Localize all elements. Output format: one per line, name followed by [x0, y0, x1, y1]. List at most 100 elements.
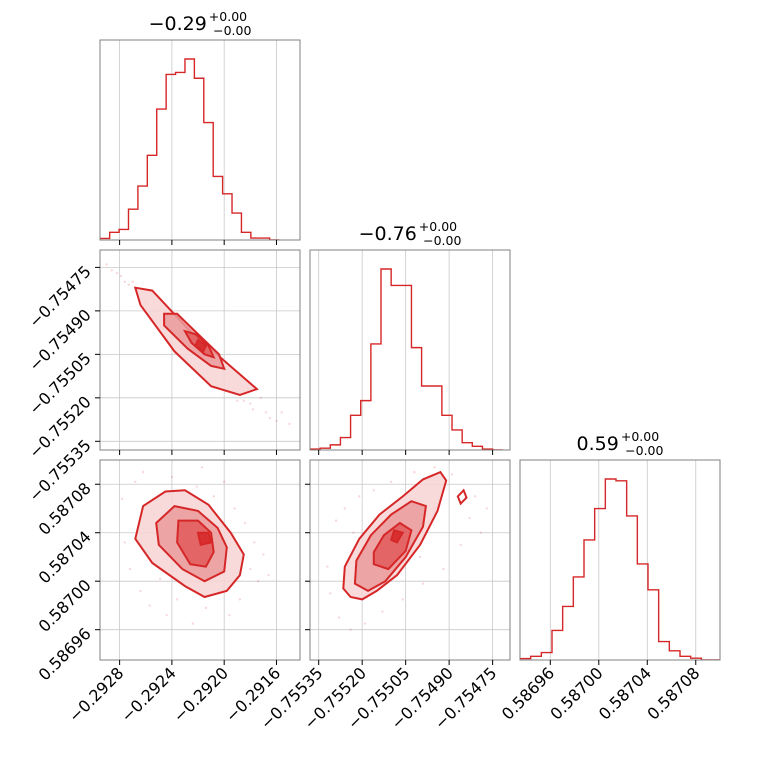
sample-point [413, 470, 416, 474]
sample-point [200, 466, 204, 469]
sample-point [421, 582, 425, 585]
histogram-bar [627, 516, 638, 660]
histogram-panel-param-1 [309, 249, 511, 455]
title-lower-error: −0.00 [213, 23, 251, 38]
sample-point [459, 543, 462, 547]
histogram-bar [176, 72, 185, 240]
contour-level-5 [456, 488, 468, 506]
histogram-bar [391, 285, 401, 450]
sample-point [238, 598, 242, 601]
histogram-bar [340, 438, 350, 450]
gridlines [549, 460, 697, 660]
sample-point [329, 592, 332, 595]
histogram-bar [552, 630, 563, 660]
histogram [100, 58, 280, 240]
title-upper-error: +0.00 [419, 219, 457, 234]
sample-point [115, 271, 119, 275]
sample-point [474, 495, 477, 498]
sample-point [468, 516, 471, 520]
sample-point [450, 473, 454, 476]
sample-point [110, 269, 113, 272]
x-tick-label: 0.58700 [546, 663, 606, 723]
histogram-bar [204, 123, 213, 240]
sample-point [433, 466, 436, 469]
sample-point [195, 485, 198, 488]
histogram-bar [232, 213, 241, 240]
sample-point [352, 531, 355, 534]
sample-point [148, 604, 151, 607]
sample-point [158, 577, 162, 580]
contour-level-4 [196, 531, 213, 547]
histogram [520, 478, 720, 660]
histogram-outline [310, 268, 503, 450]
histogram-bar [442, 415, 452, 450]
sample-point [389, 480, 393, 484]
histogram-bar [157, 109, 166, 240]
sample-point [363, 622, 367, 625]
histogram-panel-param-0 [99, 39, 301, 245]
sample-point [128, 567, 132, 571]
contour-level-4 [194, 338, 208, 353]
panel-frame [309, 249, 511, 451]
histogram-bar [573, 577, 584, 660]
sample-point [288, 422, 291, 426]
sample-point [119, 274, 123, 278]
title-value: 0.59 [577, 433, 619, 455]
sample-point [334, 519, 338, 522]
panel-frame [99, 459, 301, 661]
sample-point [175, 598, 179, 601]
sample-point [131, 280, 134, 284]
sample-point [349, 628, 352, 631]
sample-point [401, 598, 404, 601]
sample-point [268, 416, 272, 420]
histogram-bar [432, 386, 442, 450]
sample-point [275, 419, 278, 423]
histogram-bar [595, 509, 606, 660]
density-contours [105, 263, 291, 426]
sample-point [212, 495, 215, 498]
histogram-bar [616, 481, 627, 660]
histogram-bar [223, 194, 232, 240]
title-upper-error: +0.00 [209, 9, 247, 24]
histogram-bar [241, 232, 250, 240]
histogram-bar [185, 59, 194, 240]
y-tick-label: 0.58696 [35, 624, 95, 684]
sample-point [121, 497, 124, 500]
gridlines [119, 40, 277, 240]
sample-point [264, 411, 268, 414]
sample-point [134, 480, 137, 484]
contour-level-4 [389, 529, 405, 544]
title-value: −0.29 [149, 13, 207, 35]
scatter-panel-param-1-vs-param-2: −0.75535−0.75520−0.75505−0.75490−0.75475 [257, 459, 511, 733]
histogram-bar [381, 269, 391, 450]
sample-point [479, 531, 483, 534]
panel-frame [309, 459, 511, 661]
histogram-bar [422, 386, 432, 450]
sample-point [127, 283, 130, 286]
sample-point [242, 399, 245, 402]
density-contours [326, 466, 489, 631]
histogram-bar [128, 209, 137, 240]
sample-point [485, 507, 489, 510]
histogram-bar [452, 430, 462, 450]
sample-point [249, 402, 252, 405]
histogram-bar [138, 186, 147, 240]
sample-point [191, 622, 195, 625]
sample-point [253, 541, 256, 544]
sample-point [141, 470, 145, 474]
x-tick-label: 0.58704 [595, 663, 655, 723]
sample-point [256, 580, 260, 583]
histogram-bar [563, 606, 574, 660]
x-tick-label: −0.2924 [117, 663, 180, 726]
sample-point [228, 613, 231, 617]
panel-frame [99, 39, 301, 241]
sample-point [123, 541, 127, 544]
histogram [310, 268, 503, 450]
histogram-bar [462, 443, 472, 450]
scatter-panel-param-0-vs-param-1: −0.75535−0.75520−0.75505−0.75490−0.75475 [25, 249, 301, 505]
histogram-bar [110, 232, 119, 240]
sample-point [381, 610, 384, 613]
